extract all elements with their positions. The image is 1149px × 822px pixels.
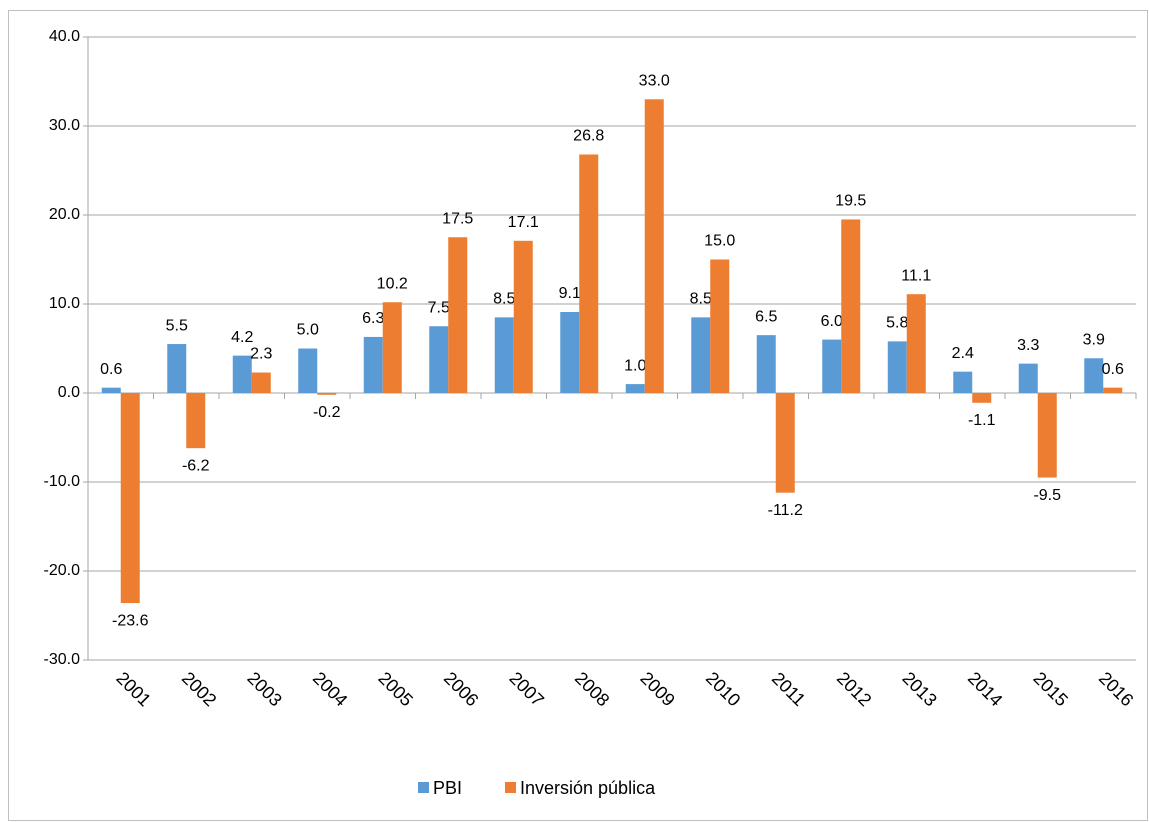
- bar: [1103, 387, 1123, 393]
- y-tick-label: 0.0: [58, 384, 80, 401]
- bar: [317, 393, 337, 395]
- data-label: 6.0: [821, 313, 843, 330]
- bar: [887, 341, 907, 393]
- bar: [448, 237, 468, 393]
- data-label: 0.6: [100, 361, 122, 378]
- data-label: 0.6: [1102, 361, 1124, 378]
- data-label: 4.2: [231, 329, 253, 346]
- bar: [1084, 358, 1104, 393]
- bar: [644, 99, 664, 394]
- data-label: 5.0: [297, 322, 319, 339]
- bar: [1037, 393, 1057, 478]
- bar: [298, 348, 318, 393]
- bar: [691, 317, 711, 393]
- data-label: 8.5: [690, 291, 712, 308]
- data-label: -23.6: [112, 612, 149, 629]
- data-label: -9.5: [1033, 487, 1061, 504]
- legend-label: PBI: [433, 778, 462, 798]
- bar: [363, 336, 383, 393]
- y-tick-label: -30.0: [44, 651, 81, 668]
- bar: [972, 393, 992, 403]
- bar: [906, 294, 926, 393]
- data-label: 11.1: [901, 267, 931, 284]
- bar: [429, 326, 449, 393]
- data-label: 9.1: [559, 285, 581, 302]
- bar: [1018, 363, 1038, 393]
- data-label: 2.4: [952, 345, 974, 362]
- y-tick-label: -10.0: [44, 473, 81, 490]
- bar: [513, 240, 533, 393]
- data-label: 2.3: [250, 346, 272, 363]
- y-tick-label: 20.0: [49, 206, 80, 223]
- data-label: 1.0: [624, 357, 646, 374]
- bar: [251, 372, 271, 393]
- bar: [953, 371, 973, 393]
- bar: [186, 393, 206, 449]
- bar: [579, 154, 599, 393]
- data-label: -1.1: [968, 412, 996, 429]
- y-tick-label: 10.0: [49, 295, 80, 312]
- bar: [775, 393, 795, 493]
- bar: [841, 219, 861, 393]
- bar: [494, 317, 514, 393]
- data-label: 15.0: [704, 233, 735, 250]
- bar: [822, 339, 842, 393]
- y-tick-label: -20.0: [44, 562, 81, 579]
- bar: [756, 335, 776, 393]
- data-label: 26.8: [573, 128, 604, 145]
- legend-swatch: [418, 782, 429, 793]
- bar: [101, 387, 121, 393]
- data-label: 3.3: [1017, 337, 1039, 354]
- data-label: -6.2: [182, 457, 210, 474]
- data-label: -0.2: [313, 404, 341, 421]
- data-label: 6.5: [755, 308, 777, 325]
- data-label: 33.0: [639, 73, 670, 90]
- legend-swatch: [505, 782, 516, 793]
- bar: [120, 393, 140, 604]
- data-label: 6.3: [362, 310, 384, 327]
- data-label: 17.5: [442, 210, 473, 227]
- data-label: 5.8: [886, 315, 908, 332]
- y-tick-label: 30.0: [49, 117, 80, 134]
- data-label: -11.2: [768, 502, 803, 519]
- data-label: 3.9: [1083, 332, 1105, 349]
- bar: [625, 384, 645, 393]
- data-label: 10.2: [377, 275, 408, 292]
- y-tick-label: 40.0: [49, 28, 80, 45]
- data-label: 17.1: [508, 214, 539, 231]
- data-label: 8.5: [493, 291, 515, 308]
- bar: [560, 312, 580, 393]
- bar: [382, 302, 402, 393]
- bar: [167, 344, 187, 393]
- legend-label: Inversión pública: [520, 778, 656, 798]
- data-label: 19.5: [835, 193, 866, 210]
- bar: [232, 355, 252, 393]
- data-label: 5.5: [166, 317, 188, 334]
- bar: [710, 259, 730, 393]
- data-label: 7.5: [428, 299, 450, 316]
